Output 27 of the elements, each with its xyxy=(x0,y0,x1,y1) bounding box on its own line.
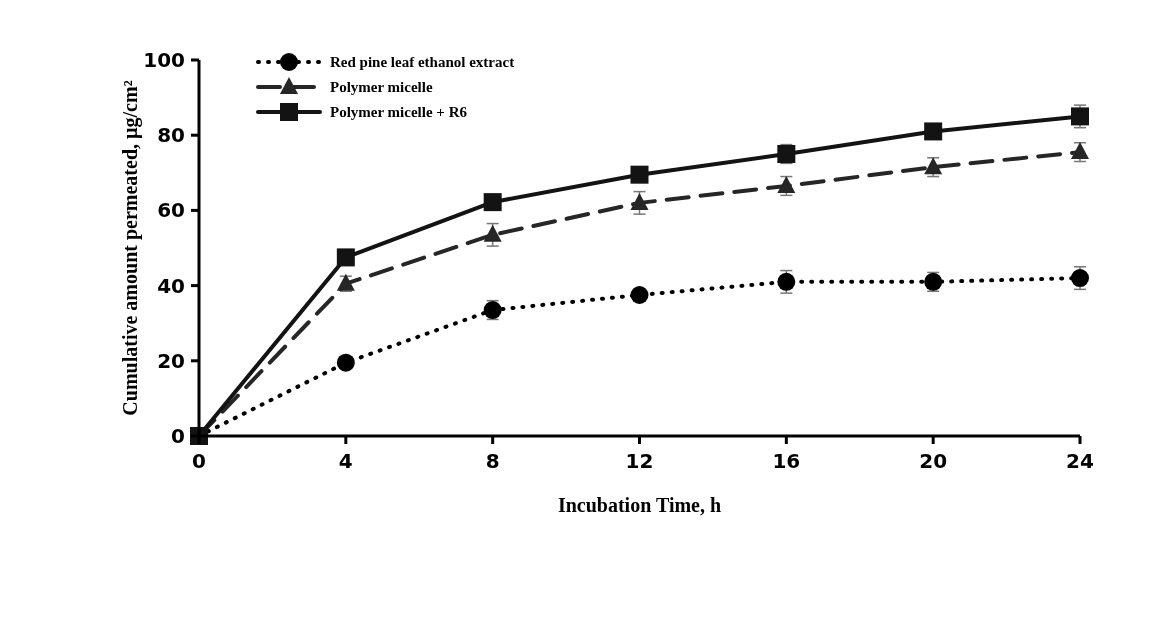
point xyxy=(630,192,649,210)
point xyxy=(777,175,796,193)
point xyxy=(630,165,649,184)
x-tick-label: 16 xyxy=(772,449,801,473)
legend-label: Red pine leaf ethanol extract xyxy=(330,54,515,71)
legend-label: Polymer micelle + R6 xyxy=(330,104,468,121)
point xyxy=(336,353,355,372)
y-tick-label: 80 xyxy=(157,123,185,148)
y-tick-label: 20 xyxy=(157,348,185,373)
y-tick-label: 0 xyxy=(171,424,185,448)
y-tick-label: 60 xyxy=(157,198,185,223)
y-axis-title: Cumulative amount permeated, µg/cm² xyxy=(119,80,142,416)
y-tick-label: 40 xyxy=(157,273,185,298)
point xyxy=(630,286,649,304)
x-tick-label: 24 xyxy=(1066,449,1094,473)
x-tick-label: 8 xyxy=(485,449,500,473)
point xyxy=(483,193,502,212)
y-tick-label: 100 xyxy=(143,48,185,72)
x-tick-label: 20 xyxy=(919,449,948,473)
point xyxy=(336,248,355,267)
point xyxy=(924,122,943,141)
x-tick-label: 4 xyxy=(338,449,353,473)
legend-label: Polymer micelle xyxy=(330,79,433,96)
x-tick-label: 0 xyxy=(192,449,206,473)
point xyxy=(483,224,502,242)
x-axis-title: Incubation Time, h xyxy=(557,494,722,516)
x-tick-label: 12 xyxy=(625,449,654,473)
